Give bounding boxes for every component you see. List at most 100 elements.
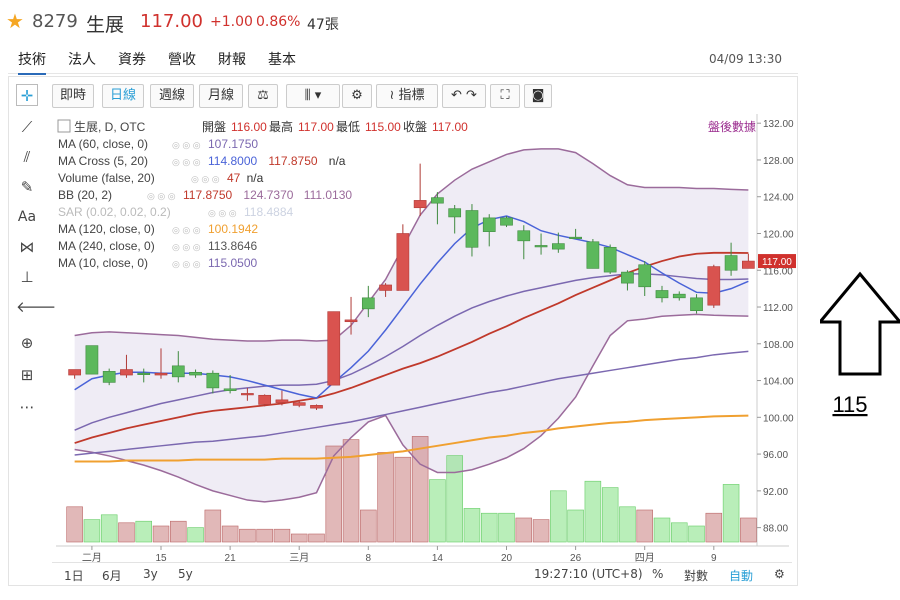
range-6m[interactable]: 6月: [102, 569, 122, 583]
weekly-button[interactable]: 週線: [150, 84, 194, 108]
text-tool-icon[interactable]: Aa: [17, 209, 37, 225]
candle-body: [690, 297, 703, 311]
ruler-icon[interactable]: ⊞: [20, 366, 34, 384]
candle-body: [569, 236, 582, 239]
legend-indicator-value: 47: [227, 171, 241, 185]
tab-institutional[interactable]: 法人: [68, 52, 96, 68]
fib-icon[interactable]: ⫽: [23, 148, 31, 166]
candle-body: [534, 245, 548, 248]
bb-upper-line: [74, 148, 749, 342]
range-5y[interactable]: 5y: [178, 567, 193, 581]
star-icon[interactable]: ★: [6, 9, 24, 33]
volume-bar: [239, 528, 256, 543]
scale-settings-icon[interactable]: ⚙: [774, 567, 785, 581]
trend-line-icon[interactable]: ⟋: [21, 118, 33, 136]
candle-body: [189, 371, 202, 376]
range-1d[interactable]: 1日: [64, 569, 84, 583]
candle-body: [361, 297, 375, 310]
tab-profile[interactable]: 基本: [268, 52, 296, 68]
range-3y[interactable]: 3y: [143, 567, 158, 581]
daily-button[interactable]: 日線: [102, 84, 144, 108]
legend-indicator-value: 117.8750: [183, 188, 232, 202]
legend-main-label: 生展, D, OTC: [74, 120, 146, 134]
legend-indicator-value: 118.4884: [244, 205, 293, 219]
volume-bar: [532, 519, 550, 543]
volume-bar: [204, 509, 222, 543]
volume-bar: [377, 452, 394, 543]
measure-icon[interactable]: ⊥: [20, 268, 34, 286]
x-tick-label: 14: [432, 553, 444, 564]
candle-body: [171, 365, 185, 378]
candle-body: [154, 372, 168, 376]
up-arrow-icon: [820, 271, 900, 376]
volume-bar: [187, 527, 204, 543]
indicator-controls-icon: ◎ ◎ ◎: [191, 174, 220, 184]
pattern-icon[interactable]: ⋈: [19, 238, 35, 256]
candle-body: [621, 271, 634, 284]
camera-icon[interactable]: ◙: [524, 84, 552, 108]
legend-indicator-value: 117.8750: [268, 154, 317, 168]
volume-bar: [256, 528, 273, 543]
ma-long-line: [74, 350, 749, 456]
volume-bar: [705, 512, 723, 543]
indicator-controls-icon: ◎ ◎ ◎: [172, 140, 201, 150]
after-hours-label: 盤後數據: [708, 120, 756, 134]
candle-body: [603, 246, 617, 273]
tab-revenue[interactable]: 營收: [168, 52, 196, 68]
indicator-controls-icon: ◎ ◎ ◎: [172, 259, 201, 269]
volume-bar: [273, 528, 291, 543]
indicator-button[interactable]: ≀ 指標: [376, 84, 438, 108]
realtime-button[interactable]: 即時: [52, 84, 94, 108]
tab-technical[interactable]: 技術: [18, 49, 46, 75]
volume-bar: [688, 525, 705, 543]
y-tick-label: 132.00: [763, 119, 794, 130]
legend-indicator-value: 100.1942: [208, 222, 258, 236]
candle-body: [379, 284, 392, 291]
legend-indicator-label: SAR (0.02, 0.02, 0.2): [58, 205, 171, 219]
tab-margin[interactable]: 資券: [118, 52, 146, 68]
ma5-line: [74, 215, 749, 399]
candle-body: [223, 388, 237, 391]
y-tick-label: 124.00: [763, 193, 794, 204]
auto-toggle[interactable]: 自動: [729, 569, 754, 583]
volume-bar: [360, 509, 377, 543]
annotation-value: 115: [832, 392, 867, 417]
ma60-line: [74, 273, 749, 431]
candle-body: [102, 371, 116, 383]
y-tick-label: 112.00: [763, 303, 793, 314]
compare-icon[interactable]: ⚖: [248, 84, 278, 108]
legend-indicator-value: 111.0130: [304, 188, 353, 202]
candle-body: [344, 319, 358, 323]
candle-body: [724, 255, 738, 271]
volume-bar: [290, 533, 308, 543]
y-tick-label: 128.00: [763, 156, 794, 167]
crosshair-icon[interactable]: ✛: [16, 84, 38, 106]
candle-body: [292, 402, 306, 406]
volume-bar: [584, 480, 602, 543]
candle-body: [465, 210, 479, 248]
tab-financials[interactable]: 財報: [218, 52, 246, 68]
monthly-button[interactable]: 月線: [199, 84, 243, 108]
settings-icon[interactable]: ⚙: [342, 84, 372, 108]
volume-bar: [636, 509, 653, 543]
volume-bar: [567, 509, 584, 543]
x-tick-label: 三月: [289, 552, 309, 564]
log-toggle[interactable]: 對數: [684, 569, 709, 583]
legend-indicator-value: n/a: [329, 154, 346, 168]
x-tick-label: 8: [366, 553, 372, 564]
undo-redo-icon[interactable]: ↶ ↷: [442, 84, 486, 108]
ma120-line: [74, 414, 749, 463]
more-icon[interactable]: ⋯: [19, 398, 35, 416]
zoom-icon[interactable]: ⊕: [20, 334, 34, 352]
candle-body: [68, 369, 81, 376]
volume-bar: [66, 506, 83, 543]
legend-ohlc-label: 最高: [269, 119, 293, 134]
brush-icon[interactable]: ✎: [20, 178, 34, 196]
legend-ohlc-value: 117.00: [298, 120, 334, 134]
candle-body: [742, 260, 755, 269]
fullscreen-icon[interactable]: ⛶: [490, 84, 520, 108]
chart-type-dropdown[interactable]: ⫼ ▾: [286, 84, 340, 108]
percent-toggle[interactable]: %: [652, 567, 664, 581]
volume-bar: [170, 520, 187, 543]
indicator-controls-icon: ◎ ◎ ◎: [172, 225, 201, 235]
